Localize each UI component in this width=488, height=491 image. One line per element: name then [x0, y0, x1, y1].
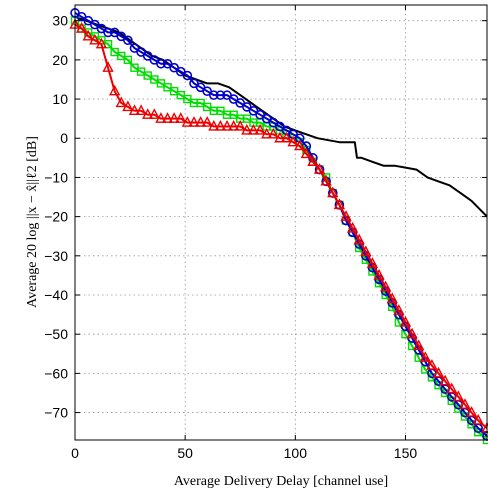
data-point	[208, 119, 220, 131]
data-point	[327, 186, 339, 198]
data-point	[103, 27, 113, 38]
x-tick-label: 100	[284, 445, 308, 461]
data-point	[426, 359, 438, 370]
data-point	[122, 100, 134, 112]
y-tick-label: 20	[52, 52, 68, 68]
data-point	[214, 119, 227, 131]
data-point	[254, 123, 266, 135]
data-point	[287, 135, 299, 147]
data-point	[419, 351, 431, 362]
data-point	[227, 119, 240, 131]
y-tick-label: −20	[44, 209, 68, 225]
data-point	[261, 127, 273, 139]
data-point	[209, 90, 219, 100]
data-point	[168, 112, 180, 123]
data-point	[393, 304, 405, 315]
data-point	[320, 174, 332, 186]
data-point	[247, 123, 260, 135]
data-point	[123, 55, 133, 65]
data-point	[161, 112, 174, 123]
data-point	[128, 104, 141, 116]
data-point	[465, 406, 478, 417]
data-point	[439, 374, 451, 386]
data-point	[300, 147, 312, 159]
data-point	[406, 327, 418, 339]
data-point	[386, 292, 398, 304]
data-point	[340, 210, 352, 221]
data-point	[188, 116, 200, 127]
data-point	[148, 108, 160, 119]
y-tick-label: 10	[52, 91, 68, 107]
data-point	[181, 116, 194, 127]
data-point	[215, 90, 226, 100]
y-tick-label: −50	[44, 326, 68, 342]
data-point	[155, 112, 167, 123]
data-point	[142, 108, 154, 119]
data-point	[366, 257, 379, 268]
data-point	[156, 58, 166, 69]
plot-frame	[74, 4, 488, 441]
data-point	[201, 116, 213, 127]
data-point	[267, 127, 279, 139]
data-point	[102, 61, 114, 72]
data-point	[346, 221, 359, 233]
data-point	[182, 70, 193, 81]
data-point	[307, 155, 319, 166]
data-point	[446, 382, 458, 394]
data-point	[360, 245, 372, 257]
data-point	[95, 37, 108, 49]
data-point	[89, 33, 101, 45]
data-point	[274, 131, 286, 143]
data-point	[432, 366, 445, 378]
y-tick-label: −70	[44, 405, 68, 421]
plot-background	[75, 5, 487, 440]
data-point	[108, 84, 121, 96]
y-tick-label: 0	[60, 130, 68, 146]
y-tick-label: −40	[44, 287, 68, 303]
data-point	[452, 390, 465, 402]
data-point	[82, 29, 94, 41]
data-point	[123, 35, 133, 46]
grid-lines	[75, 5, 487, 440]
data-point	[413, 339, 425, 351]
series-layer	[69, 8, 488, 445]
data-point	[75, 22, 88, 33]
x-tick-label: 0	[71, 445, 79, 461]
x-tick-label: 50	[177, 445, 193, 461]
data-point	[115, 96, 127, 108]
x-axis-label: Average Delivery Delay [channel use]	[174, 474, 388, 489]
series-triangle	[69, 18, 488, 433]
data-point	[280, 131, 293, 143]
data-point	[234, 119, 246, 131]
data-point	[333, 198, 346, 210]
data-point	[459, 398, 471, 409]
data-point	[241, 123, 253, 135]
series-line	[74, 23, 488, 429]
data-point	[313, 163, 326, 174]
y-tick-label: −30	[44, 248, 68, 264]
data-point	[373, 268, 385, 280]
data-point	[194, 116, 207, 127]
data-point	[472, 413, 484, 425]
data-point	[294, 139, 306, 151]
y-tick-label: −10	[44, 169, 68, 185]
y-tick-label: −60	[44, 365, 68, 381]
data-point	[399, 315, 412, 327]
y-tick-label: 30	[52, 13, 68, 29]
data-point	[353, 233, 365, 245]
data-point	[221, 119, 233, 131]
data-point	[379, 280, 392, 292]
x-tick-label: 150	[394, 445, 418, 461]
y-axis-label: Average 20 log ||x − x̂||ℓ2 [dB]	[25, 136, 40, 308]
data-point	[175, 112, 187, 123]
data-point	[135, 104, 147, 116]
